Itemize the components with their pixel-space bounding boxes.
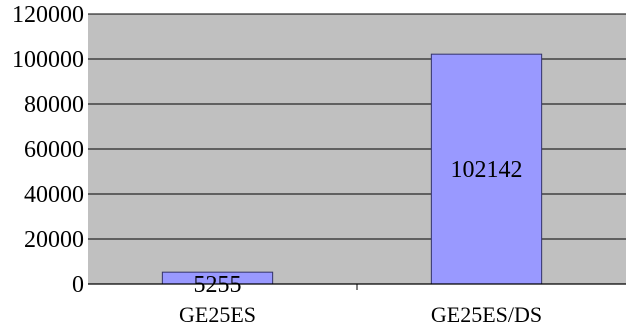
data-label: 102142 — [451, 157, 523, 183]
y-tick-label: 100000 — [12, 47, 84, 73]
bar-ge25es-ds — [430, 53, 543, 285]
gridlines — [88, 13, 626, 240]
data-label: 5255 — [194, 272, 242, 298]
y-tick-label: 80000 — [24, 92, 84, 118]
y-tick-label: 20000 — [24, 227, 84, 253]
y-axis-ticks: 0 20000 40000 60000 80000 100000 120000 — [12, 2, 84, 298]
bars — [161, 53, 543, 285]
x-tick-label: GE25ES/DS — [431, 302, 542, 327]
data-labels: 5255 102142 — [194, 157, 523, 298]
y-tick-label: 0 — [72, 272, 84, 298]
x-axis-ticks: GE25ES GE25ES/DS — [179, 284, 542, 327]
y-tick-label: 40000 — [24, 182, 84, 208]
y-tick-label: 60000 — [24, 137, 84, 163]
x-tick-label: GE25ES — [179, 302, 256, 327]
y-tick-label: 120000 — [12, 2, 84, 28]
